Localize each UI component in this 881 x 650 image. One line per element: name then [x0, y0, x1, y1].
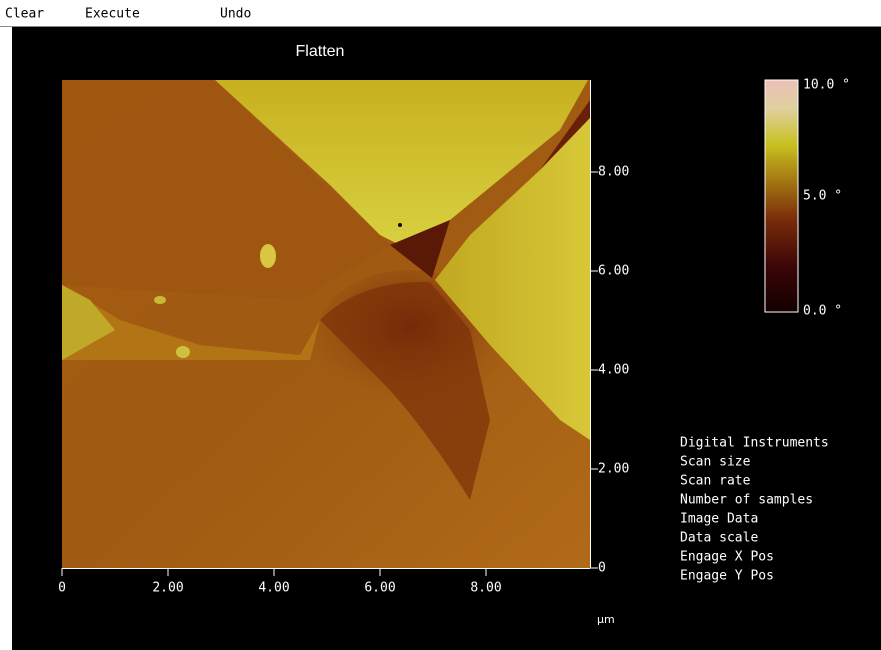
title: Flatten: [296, 43, 345, 60]
y-tick-label: 8.00: [598, 165, 629, 180]
color-bar: [765, 80, 798, 312]
x-unit: µm: [597, 613, 615, 626]
info-line: Image Data: [680, 512, 758, 527]
menu-item[interactable]: Execute: [85, 7, 140, 22]
color-scale-label: 0.0 °: [803, 304, 842, 319]
x-tick-label: 6.00: [364, 581, 395, 596]
y-tick-label: 0: [598, 561, 606, 576]
info-line: Digital Instruments: [680, 436, 829, 451]
afm-image: [62, 80, 590, 568]
x-tick-label: 0: [58, 581, 66, 596]
info-line: Data scale: [680, 531, 758, 546]
x-tick-label: 4.00: [258, 581, 289, 596]
y-tick-label: 4.00: [598, 363, 629, 378]
color-scale-label: 10.0 °: [803, 78, 850, 93]
color-scale-label: 5.0 °: [803, 189, 842, 204]
x-tick-label: 8.00: [470, 581, 501, 596]
info-line: Engage X Pos: [680, 550, 774, 565]
menu-item[interactable]: Undo: [220, 7, 251, 22]
x-tick-label: 2.00: [152, 581, 183, 596]
y-tick-label: 2.00: [598, 462, 629, 477]
menu-item[interactable]: Clear: [5, 7, 44, 22]
screen: Flatten µm Clear Execute Undo 0 2.00 4.00 6.00…: [0, 0, 881, 650]
info-line: Engage Y Pos: [680, 569, 774, 584]
y-tick-label: 6.00: [598, 264, 629, 279]
info-line: Scan size: [680, 455, 751, 470]
info-line: Scan rate: [680, 474, 751, 489]
info-line: Number of samples: [680, 493, 813, 508]
